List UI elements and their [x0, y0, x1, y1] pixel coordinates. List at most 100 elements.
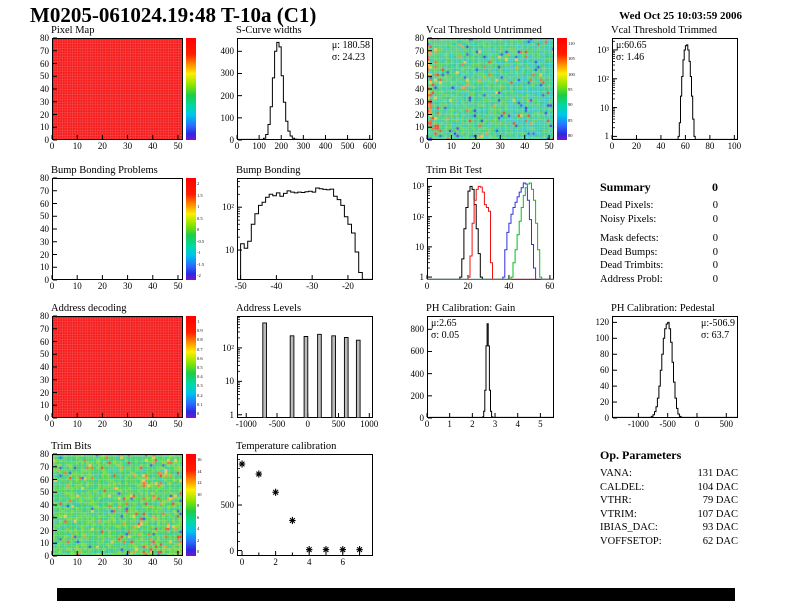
vcal-untrimmed-colorbar-label: 80: [568, 133, 573, 138]
bump-problems-colorbar-label: 0: [197, 227, 200, 232]
vcal-trimmed-stats-box: μ:60.65 σ: 1.46: [616, 40, 647, 63]
plot-address-levels: Address Levels -1000 -500 0 500 1000 1 10 10²: [222, 303, 378, 429]
vcal-untrimmed-heatmap: [427, 38, 554, 140]
bump-bonding-xtick--30: -30: [306, 281, 319, 291]
bump-problems-colorbar: 2 1.5 1 0.5 0 -0.5 -1 -1.5 -2: [186, 178, 204, 280]
ph-gain-ytick-200: 200: [410, 390, 425, 401]
pixel-map-ytick-80: 80: [40, 33, 49, 43]
summary-heading-row: Summary 0: [600, 180, 718, 195]
ph-gain-ytick-400: 400: [410, 368, 425, 379]
page-title: M0205-061024.19:48 T-10a (C1): [30, 3, 317, 27]
temp-calibration-point: [305, 546, 313, 554]
pixel-map-ytick-50: 50: [40, 71, 49, 82]
op-parameter-row: VANA: 131 DAC: [600, 467, 738, 481]
summary-row-value: 0: [712, 200, 718, 211]
bump-bonding-xtick--50: -50: [234, 281, 247, 291]
scurve-widths-title: S-Curve widths: [236, 25, 302, 36]
address-decoding-ytick-0: 0: [44, 413, 50, 423]
scurve-widths-stats-box: μ: 180.58 σ: 24.23: [332, 40, 370, 63]
op-parameter-row-value: 104 DAC: [697, 481, 738, 493]
plot-trim-bits: Trim Bits 0 10 20 30 40 50 0 10 20 30 40 50 60 70 80 16 1…: [40, 441, 202, 567]
bump-problems-xtick-30: 30: [123, 281, 133, 291]
address-levels-ytick-10: 10: [225, 376, 234, 387]
address-levels-xtick-0: 0: [305, 419, 311, 429]
timestamp: Wed Oct 25 10:03:59 2006: [619, 10, 742, 22]
op-parameters-heading-row: Op. Parameters: [600, 448, 738, 463]
summary-rows: Dead Pixels: 0 Noisy Pixels: 0 Mask defects:…: [600, 199, 718, 286]
scurve-widths-xtick-400: 400: [318, 141, 333, 151]
address-decoding-colorbar-label: 0.8: [197, 337, 203, 343]
bump-bonding-ytick-100: 10²: [222, 202, 234, 213]
address-decoding-ytick-40: 40: [40, 362, 49, 372]
summary-row: Address Probl: 0: [600, 273, 718, 287]
trim-bits-xtick-10: 10: [72, 557, 82, 567]
bump-problems-colorbar-label: 2: [197, 181, 200, 186]
summary-row-label: Dead Trimbits:: [600, 260, 664, 271]
ph-pedestal-ytick-20: 20: [600, 397, 609, 408]
address-decoding-heatmap: [52, 316, 183, 418]
vcal-trimmed-title: Vcal Threshold Trimmed: [611, 25, 717, 36]
op-parameter-row: VTRIM: 107 DAC: [600, 508, 738, 522]
scurve-widths-xtick-600: 600: [362, 141, 377, 151]
trim-bits-ytick-70: 70: [40, 461, 49, 472]
bump-problems-colorbar-label: 1: [197, 204, 200, 209]
trim-bits-xtick-0: 0: [49, 557, 55, 567]
vcal-trimmed-xtick-0: 0: [609, 141, 615, 151]
plot-trimbit-test: Trim Bit Test 0 20 40 60 1 10 10² 10³: [412, 165, 554, 291]
address-decoding-colorbar-label: 0.1: [197, 401, 203, 407]
temp-calibration-xtick-0: 0: [239, 557, 245, 567]
summary-total: 0: [712, 180, 718, 194]
trimbit-test-xtick-60: 60: [545, 281, 555, 291]
trim-bits-colorbar-gradient: [186, 454, 196, 556]
summary-row-label: Address Probl:: [600, 273, 663, 285]
trim-bits-colorbar-label: 10: [197, 491, 202, 497]
op-parameter-row-value: 79 DAC: [702, 495, 738, 506]
address-decoding-xtick-50: 50: [173, 419, 183, 429]
trim-bits-colorbar: 16 14 12 10 8 6 4 2 0: [186, 454, 202, 556]
bump-problems-colorbar-label: -2: [197, 273, 201, 278]
vcal-untrimmed-colorbar-label: 100: [568, 71, 575, 77]
trimbit-test-xtick-0: 0: [424, 281, 430, 291]
ph-gain-stats-line-1: σ: 0.05: [431, 329, 460, 341]
ph-pedestal-xtick-0: 0: [694, 419, 700, 429]
trim-bits-colorbar-label: 2: [197, 537, 200, 543]
bump-problems-xtick-10: 10: [72, 281, 82, 291]
summary-row: Mask defects: 0: [600, 232, 718, 246]
pixel-map-xtick-30: 30: [123, 141, 133, 151]
address-levels-title: Address Levels: [236, 303, 302, 314]
address-decoding-colorbar-label: 0.7: [197, 346, 203, 352]
op-parameter-row: VOFFSETOP: 62 DAC: [600, 535, 738, 549]
summary-row-label: Dead Pixels:: [600, 200, 654, 211]
bump-problems-ytick-80: 80: [40, 173, 49, 183]
ph-gain-xtick-4: 4: [515, 419, 520, 429]
trim-bits-colorbar-label: 16: [197, 457, 202, 462]
summary-row-label: Noisy Pixels:: [600, 213, 657, 225]
bump-problems-ytick-20: 20: [40, 249, 49, 260]
op-parameters-block: Op. Parameters VANA: 131 DAC CALDEL: 104 DA…: [600, 448, 738, 548]
ph-gain-xtick-2: 2: [470, 419, 475, 429]
trim-bits-xtick-40: 40: [148, 557, 158, 567]
ph-gain-ytick-800: 800: [410, 324, 425, 335]
ph-pedestal-stats-box: μ:-506.9 σ: 63.7: [701, 318, 735, 341]
trim-bits-xtick-30: 30: [123, 557, 133, 567]
ph-pedestal-ytick-100: 100: [595, 333, 610, 344]
scurve-widths-ytick-300: 300: [220, 68, 235, 79]
bump-problems-colorbar-label: 0.5: [197, 215, 203, 221]
address-decoding-colorbar-label: 0.4: [197, 374, 203, 380]
trim-bits-ytick-50: 50: [40, 487, 49, 498]
op-parameter-row-value: 93 DAC: [702, 522, 738, 533]
scurve-widths-ytick-100: 100: [220, 112, 235, 123]
pixel-map-ytick-40: 40: [40, 84, 49, 94]
vcal-trimmed-xtick-20: 20: [631, 141, 641, 151]
trim-bits-heatmap: [52, 454, 183, 556]
scurve-widths-xtick-500: 500: [340, 141, 355, 151]
ph-gain-ytick-600: 600: [410, 346, 425, 357]
temp-calibration-point: [272, 488, 279, 496]
vcal-trimmed-xtick-60: 60: [680, 141, 690, 151]
trim-bits-ytick-10: 10: [40, 538, 49, 549]
temp-calibration-xtick-6: 6: [340, 557, 346, 567]
address-decoding-colorbar: 1 0.9 0.8 0.7 0.6 0.5 0.4 0.3 0.2 0.1 0: [186, 316, 203, 418]
bump-problems-xtick-40: 40: [148, 281, 158, 291]
summary-row-value: 0: [712, 246, 718, 258]
scurve-widths-ytick-0: 0: [229, 135, 235, 145]
